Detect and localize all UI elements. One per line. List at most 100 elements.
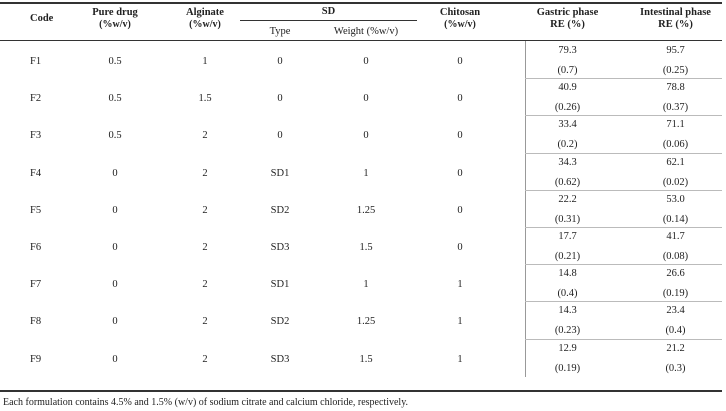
cell-gastric-sd: (0.2) — [557, 139, 578, 151]
row-separator — [525, 301, 722, 303]
row-separator — [525, 227, 722, 228]
cell-sd-weight: 1.25 — [356, 316, 376, 328]
cell-intestinal-mean: 53.0 — [666, 193, 685, 205]
sd-group-rule — [240, 20, 417, 21]
cell-gastric-sd: (0.7) — [557, 65, 578, 76]
cell-gastric-mean: 33.4 — [558, 119, 577, 131]
cell-sd-weight: 1.5 — [359, 353, 373, 365]
table-footnote: Each formulation contains 4.5% and 1.5% … — [3, 397, 409, 408]
cell-gastric-mean: 14.3 — [558, 305, 577, 317]
cell-gastric-sd: (0.4) — [557, 288, 578, 300]
header-intestinal-label: Intestinal phase — [640, 7, 711, 18]
cell-pure-drug: 0 — [112, 353, 118, 365]
cell-gastric-sd: (0.62) — [554, 176, 581, 188]
cell-gastric-mean: 17.7 — [558, 231, 577, 242]
cell-sd-type: 0 — [277, 93, 283, 105]
cell-gastric-mean: 79.3 — [558, 45, 577, 56]
cell-code: F8 — [30, 316, 42, 328]
cell-pure-drug: 0.5 — [108, 93, 122, 105]
table-top-rule — [0, 2, 722, 4]
header-chitosan: Chitosan (%w/v) — [425, 7, 495, 31]
cell-intestinal-mean: 26.6 — [666, 268, 685, 280]
cell-sd-type: SD1 — [270, 279, 290, 291]
cell-intestinal-mean: 21.2 — [666, 342, 685, 354]
cell-chitosan: 0 — [457, 167, 463, 179]
cell-code: F6 — [30, 242, 42, 253]
cell-alginate: 2 — [202, 316, 208, 328]
cell-gastric-mean: 22.2 — [558, 193, 577, 205]
cell-chitosan: 0 — [457, 204, 463, 216]
cell-gastric-sd: (0.21) — [554, 251, 581, 262]
cell-sd-weight: 1 — [363, 167, 369, 179]
cell-pure-drug: 0 — [112, 279, 118, 291]
header-sd-type: Type — [269, 26, 291, 37]
cell-pure-drug: 0 — [112, 167, 118, 179]
cell-code: F2 — [30, 93, 42, 105]
cell-gastric-mean: 14.8 — [558, 268, 577, 280]
cell-gastric-sd: (0.23) — [554, 325, 581, 337]
cell-sd-type: SD2 — [270, 204, 290, 216]
row-separator — [525, 152, 722, 154]
gastric-column-divider — [525, 41, 526, 377]
cell-chitosan: 0 — [457, 130, 463, 142]
header-gastric-label: Gastric phase — [536, 7, 599, 18]
cell-sd-type: SD2 — [270, 316, 290, 328]
cell-intestinal-sd: (0.08) — [662, 251, 689, 262]
header-intestinal-unit: RE (%) — [658, 19, 693, 30]
header-chitosan-unit: (%w/v) — [444, 19, 476, 30]
row-separator — [525, 78, 722, 80]
cell-pure-drug: 0 — [112, 204, 118, 216]
cell-intestinal-sd: (0.37) — [662, 102, 689, 114]
cell-intestinal-sd: (0.19) — [662, 288, 689, 300]
row-separator — [525, 338, 722, 340]
cell-pure-drug: 0.5 — [108, 130, 122, 142]
table-bottom-rule — [0, 390, 722, 392]
cell-chitosan: 1 — [457, 353, 463, 365]
cell-chitosan: 1 — [457, 279, 463, 291]
cell-gastric-sd: (0.31) — [554, 213, 581, 225]
header-sd: SD — [321, 6, 336, 17]
cell-intestinal-mean: 23.4 — [666, 305, 685, 317]
cell-chitosan: 0 — [457, 242, 463, 253]
cell-chitosan: 1 — [457, 316, 463, 328]
cell-intestinal-mean: 78.8 — [666, 82, 685, 94]
cell-alginate: 2 — [202, 353, 208, 365]
cell-sd-weight: 1.25 — [356, 204, 376, 216]
cell-intestinal-mean: 41.7 — [666, 231, 685, 242]
cell-sd-weight: 1.5 — [359, 242, 373, 253]
cell-alginate: 1 — [202, 56, 208, 67]
cell-chitosan: 0 — [457, 93, 463, 105]
cell-sd-type: 0 — [277, 130, 283, 142]
cell-gastric-mean: 40.9 — [558, 82, 577, 94]
cell-intestinal-sd: (0.25) — [662, 65, 689, 76]
cell-intestinal-mean: 71.1 — [666, 119, 685, 131]
header-bottom-rule — [0, 40, 722, 41]
cell-pure-drug: 0 — [112, 316, 118, 328]
header-code: Code — [30, 13, 54, 24]
header-pure-drug-unit: (%w/v) — [99, 19, 131, 30]
cell-code: F4 — [30, 167, 42, 179]
cell-alginate: 2 — [202, 242, 208, 253]
cell-intestinal-sd: (0.02) — [662, 176, 689, 188]
header-gastric: Gastric phase RE (%) — [525, 7, 610, 31]
cell-sd-weight: 1 — [363, 279, 369, 291]
row-separator — [525, 115, 722, 117]
cell-intestinal-sd: (0.06) — [662, 139, 689, 151]
cell-sd-weight: 0 — [363, 56, 369, 67]
cell-chitosan: 0 — [457, 56, 463, 67]
header-chitosan-label: Chitosan — [439, 7, 481, 18]
header-gastric-unit: RE (%) — [550, 19, 585, 30]
cell-sd-type: SD1 — [270, 167, 290, 179]
cell-intestinal-sd: (0.3) — [665, 362, 686, 374]
cell-sd-type: 0 — [277, 56, 283, 67]
header-intestinal: Intestinal phase RE (%) — [628, 7, 723, 31]
cell-alginate: 2 — [202, 130, 208, 142]
cell-intestinal-sd: (0.4) — [665, 325, 686, 337]
cell-intestinal-mean: 95.7 — [666, 45, 685, 56]
cell-gastric-mean: 12.9 — [558, 342, 577, 354]
header-alginate: Alginate (%w/v) — [170, 7, 240, 31]
cell-pure-drug: 0 — [112, 242, 118, 253]
header-sd-weight: Weight (%w/v) — [333, 26, 399, 37]
cell-code: F1 — [30, 56, 42, 67]
cell-pure-drug: 0.5 — [108, 56, 122, 67]
